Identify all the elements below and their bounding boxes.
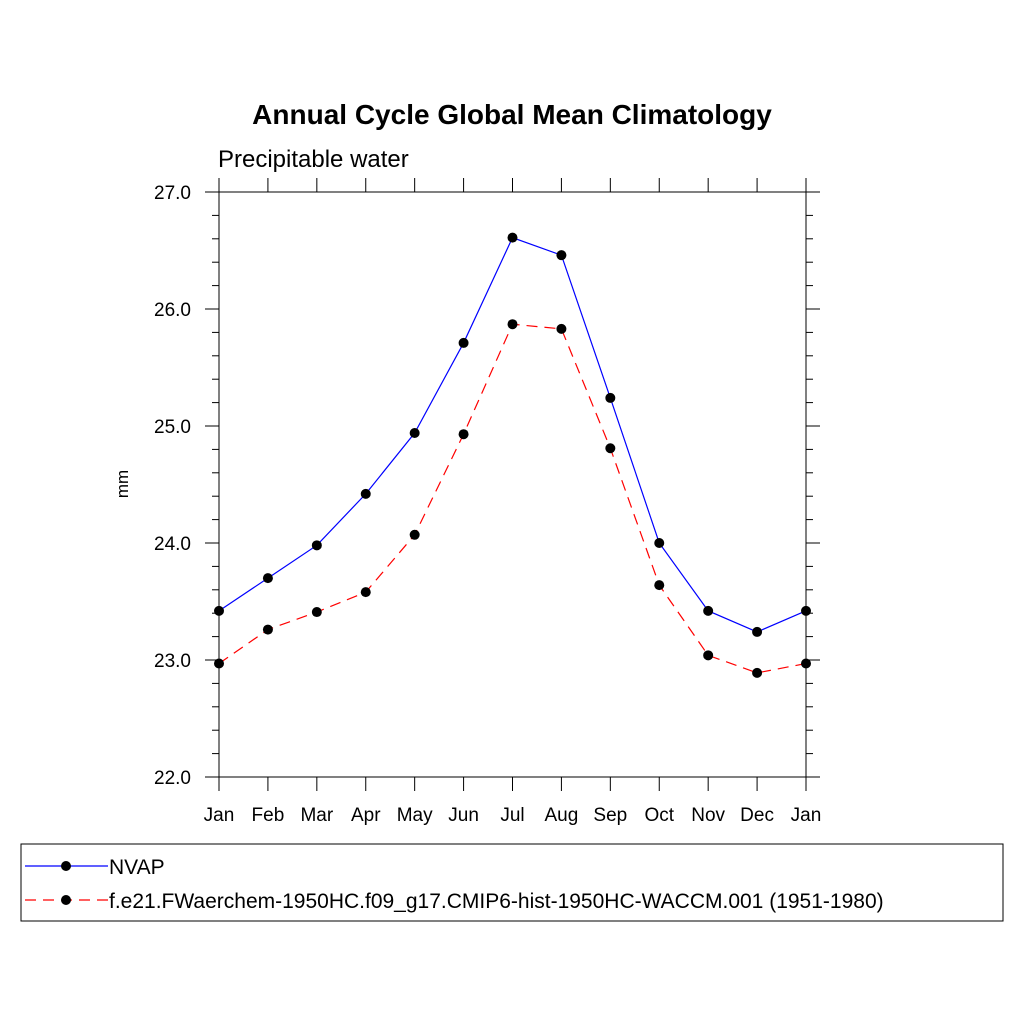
legend-label-0: NVAP <box>109 856 165 879</box>
x-tick-label: May <box>397 805 433 826</box>
x-tick-label: Nov <box>691 805 725 826</box>
legend: NVAP f.e21.FWaerchem-1950HC.f09_g17.CMIP6… <box>25 856 884 913</box>
series-0-point <box>507 232 518 243</box>
series-0-point <box>409 428 420 439</box>
series-1-point <box>752 667 763 678</box>
series-1-point <box>507 319 518 330</box>
x-tick-label: Mar <box>300 805 333 826</box>
y-tick-label: 26.0 <box>154 300 191 321</box>
y-axis: 22.0 23.0 24.0 25.0 26.0 27.0 <box>154 183 820 789</box>
y-axis-label: mm <box>113 470 132 498</box>
x-tick-label: Sep <box>593 805 627 826</box>
series-1-point <box>409 529 420 540</box>
series-0-point <box>262 573 273 584</box>
x-tick-label: Jul <box>500 805 524 826</box>
y-tick-label: 24.0 <box>154 534 191 555</box>
series-line-0 <box>218 236 807 633</box>
series-0-point <box>214 605 224 616</box>
legend-marker-0 <box>61 861 71 871</box>
x-tick-label: Dec <box>740 805 774 826</box>
series-0-point <box>801 605 811 616</box>
series-1-point <box>605 443 616 454</box>
x-tick-label: Jan <box>204 805 235 826</box>
series-1-point <box>458 429 469 440</box>
x-tick-label: Jan <box>791 805 822 826</box>
series-0-point <box>556 250 567 261</box>
y-tick-label: 23.0 <box>154 651 191 672</box>
series-1-point <box>654 580 665 591</box>
x-tick-label: Aug <box>545 805 579 826</box>
series-1-point <box>703 650 714 661</box>
series-1-point <box>360 587 371 598</box>
series-0-point <box>311 540 322 551</box>
y-tick-label: 25.0 <box>154 417 191 438</box>
series-1-point <box>801 658 811 669</box>
series-layer <box>214 232 811 678</box>
x-tick-label: Jun <box>448 805 479 826</box>
series-1-point <box>214 658 224 669</box>
legend-label-1: f.e21.FWaerchem-1950HC.f09_g17.CMIP6-his… <box>109 890 884 913</box>
series-0-point <box>458 337 469 348</box>
y-tick-label: 27.0 <box>154 183 191 204</box>
x-tick-label: Apr <box>351 805 381 826</box>
chart-subtitle: Precipitable water <box>218 146 409 173</box>
series-0-point <box>654 538 665 548</box>
legend-box <box>20 843 1004 922</box>
x-tick-label: Feb <box>252 805 285 826</box>
x-axis: Jan Feb Mar Apr May Jun Jul Aug Sep Oct Nov Dec Jan <box>204 178 822 826</box>
series-1-point <box>556 323 567 334</box>
chart-title: Annual Cycle Global Mean Climatology <box>252 99 772 130</box>
series-0-point <box>703 605 714 616</box>
series-0-point <box>605 392 616 403</box>
series-line-1 <box>218 323 807 674</box>
x-tick-label: Oct <box>644 805 674 826</box>
series-0-point <box>752 626 763 637</box>
legend-marker-1 <box>61 895 71 905</box>
series-0-point <box>360 488 371 499</box>
y-tick-label: 22.0 <box>154 768 191 789</box>
series-1-point <box>311 607 322 618</box>
series-1-point <box>262 624 273 635</box>
plot-frame <box>218 191 807 778</box>
